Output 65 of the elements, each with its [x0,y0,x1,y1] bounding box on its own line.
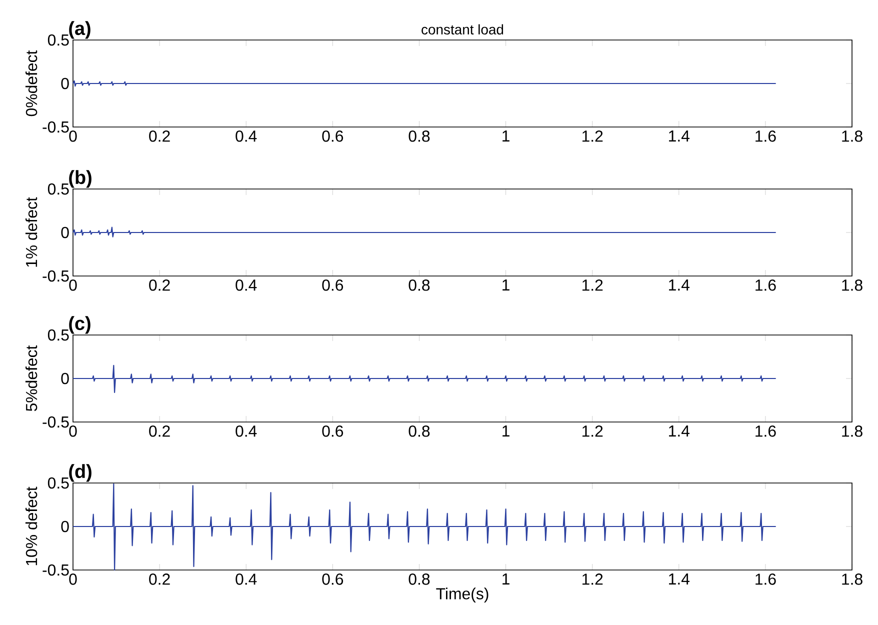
line-series [72,483,776,571]
y-axis-title: 1% defect [25,197,38,267]
x-tick-label: 1.2 [582,574,603,585]
y-tick-label: 0 [61,520,69,532]
x-tick-label: 0.8 [408,574,430,585]
x-tick-label: 0.6 [322,130,344,142]
x-axis-title: Time(s) [436,588,488,602]
y-tick-label: 0.5 [48,34,69,46]
x-tick-label: 0.4 [236,280,257,291]
x-tick-label: 0 [69,280,77,291]
x-tick-label: 0.4 [236,130,257,142]
y-tick-label: 0.5 [48,329,69,341]
x-tick-label: 0 [69,130,77,142]
x-tick-label: 1.4 [669,574,690,584]
y-axis-title: 5%defect [25,345,38,412]
x-tick-label: 1.6 [756,426,776,437]
x-tick-label: 1 [502,130,510,142]
line-series [72,364,776,393]
x-tick-label: 1 [502,574,510,584]
x-tick-label: 1.4 [669,280,690,290]
y-tick-label: 0 [61,226,69,238]
x-tick-label: 0.8 [408,280,430,291]
x-tick-label: 0.6 [322,426,344,437]
x-tick-label: 0 [69,574,77,585]
x-tick-label: 1.6 [756,280,776,291]
x-tick-label: 1.6 [756,130,776,142]
x-tick-label: 0.2 [149,574,170,585]
y-tick-label: 0 [61,78,69,90]
x-tick-label: 0.4 [236,426,257,437]
text: (b) [69,170,92,188]
x-tick-label: 0.6 [322,574,344,585]
chart-title: constant load [422,24,504,35]
y-axis-title: 0%defect [25,50,38,116]
x-tick-label: 0.4 [236,574,257,585]
x-tick-label: 1.6 [756,574,776,585]
y-tick-label: 0.5 [48,477,69,489]
x-tick-label: 0.2 [149,130,170,142]
y-axis-title: 10% defect [25,486,38,566]
y-tick-label: -0.5 [42,121,69,133]
x-tick-label: 1.8 [842,280,862,291]
x-tick-label: 1 [502,426,510,436]
x-tick-label: 0.2 [149,426,170,437]
text: (a) [69,21,90,39]
x-tick-label: 1.2 [582,426,603,437]
x-tick-label: 0 [69,426,77,437]
text: (c) [69,316,90,334]
x-tick-label: 0.8 [408,130,430,142]
line-series [72,226,776,238]
x-tick-label: 1.2 [582,130,603,142]
text: (d) [69,464,92,482]
y-tick-label: 0.5 [48,183,69,195]
x-tick-label: 1 [502,280,510,290]
y-tick-label: 0 [61,372,69,384]
x-tick-label: 0.6 [322,280,344,291]
x-tick-label: 1.4 [669,426,690,436]
x-tick-label: 1.8 [842,574,862,585]
y-tick-label: -0.5 [42,416,69,428]
x-tick-label: 1.2 [582,280,603,291]
x-tick-label: 1.8 [842,426,862,437]
y-tick-label: -0.5 [42,564,69,576]
y-tick-label: -0.5 [42,270,69,282]
x-tick-label: 1.4 [669,130,690,142]
x-tick-label: 0.2 [149,280,170,291]
x-tick-label: 1.8 [842,130,862,142]
x-tick-label: 0.8 [408,426,430,437]
